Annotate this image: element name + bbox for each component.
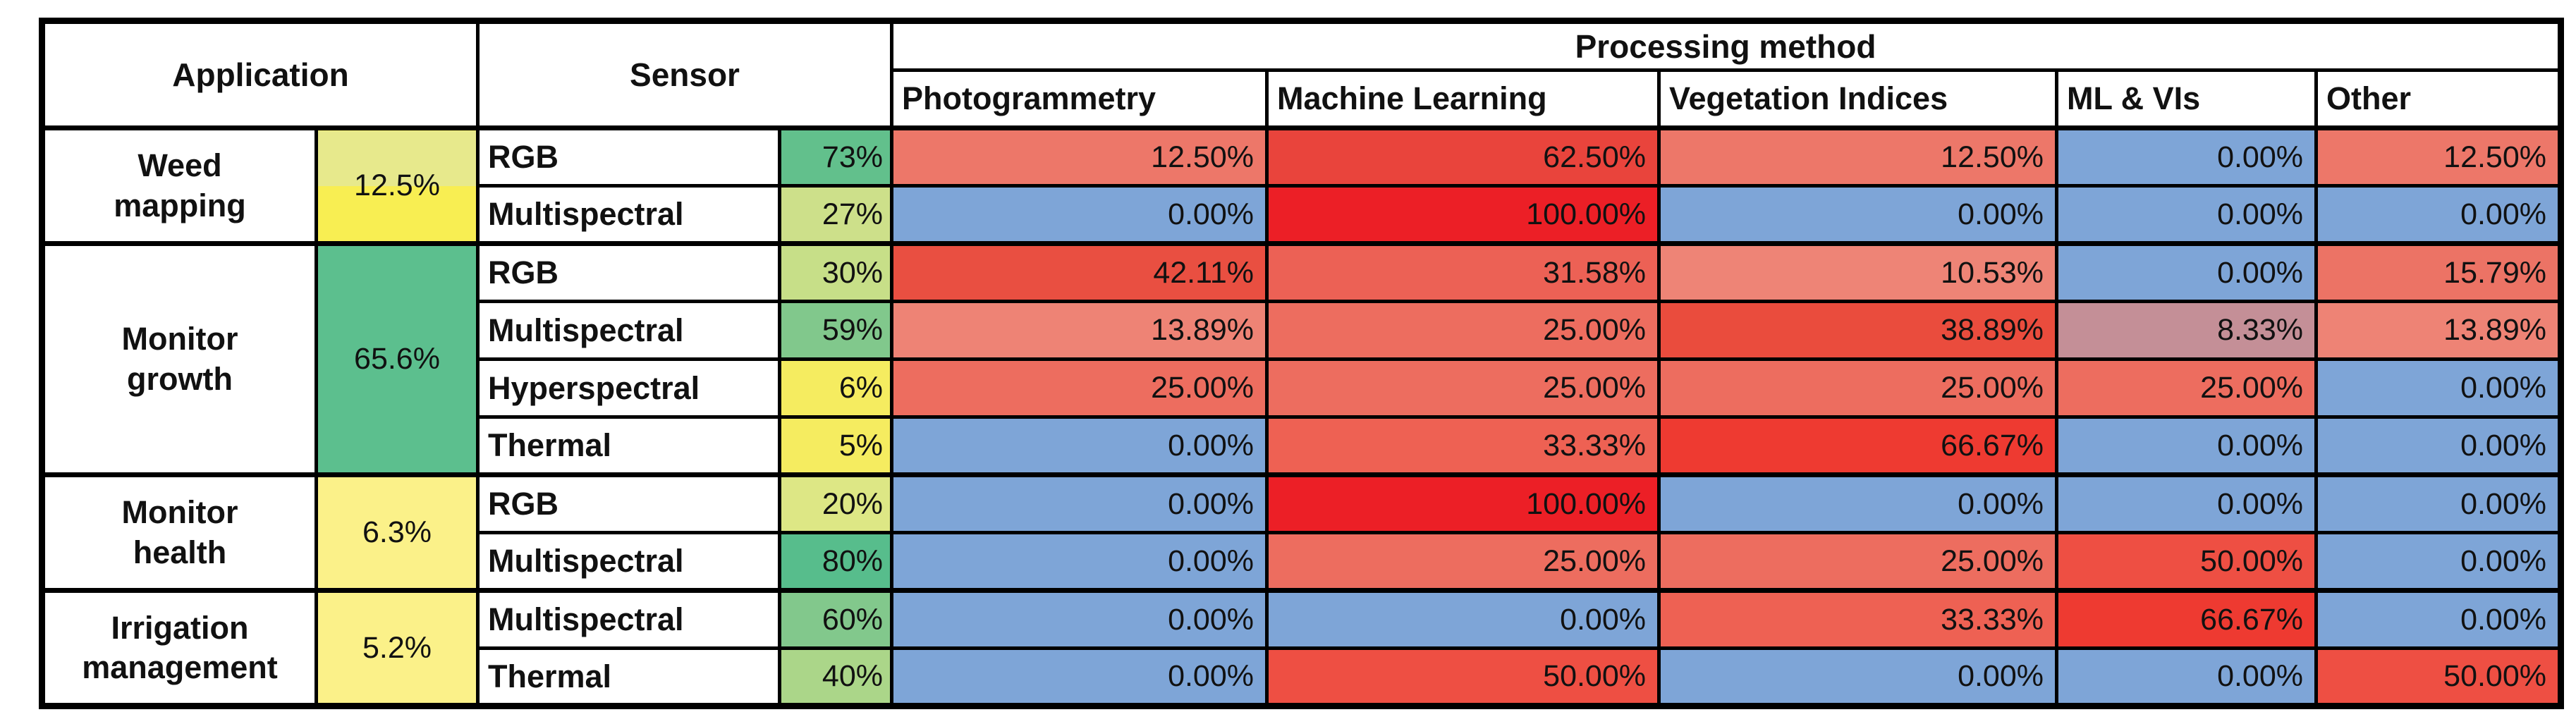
value-cell: 33.33% — [1265, 415, 1661, 477]
value-cell: 0.00% — [1265, 588, 1661, 650]
sensor-name-cell: Multispectral — [476, 531, 781, 592]
method-header-vegetation-indices: Vegetation Indices — [1657, 68, 2058, 130]
value-cell: 0.00% — [2314, 472, 2563, 534]
application-label: Monitor growth — [121, 321, 238, 397]
value-cell: 50.00% — [1265, 646, 1661, 708]
value-cell: 25.00% — [2055, 357, 2318, 419]
sensor-share-cell: 20% — [778, 472, 893, 534]
value-cell: 0.00% — [2314, 588, 2563, 650]
sensor-share-cell: 5% — [778, 415, 893, 477]
value-cell: 0.00% — [2055, 415, 2318, 477]
value-cell: 12.50% — [1657, 125, 2058, 188]
sensor-header: Sensor — [476, 19, 893, 130]
value-cell: 0.00% — [890, 415, 1269, 477]
value-cell: 0.00% — [2314, 357, 2563, 419]
value-cell: 15.79% — [2314, 241, 2563, 303]
sensor-name-cell: RGB — [476, 125, 781, 188]
value-cell: 66.67% — [1657, 415, 2058, 477]
value-cell: 33.33% — [1657, 588, 2058, 650]
value-cell: 0.00% — [2314, 184, 2563, 245]
value-cell: 0.00% — [1657, 646, 2058, 708]
value-cell: 25.00% — [1657, 357, 2058, 419]
value-cell: 12.50% — [2314, 125, 2563, 188]
value-cell: 0.00% — [890, 588, 1269, 650]
sensor-processing-heatmap-table: Application Sensor Processing method Pho… — [39, 18, 2564, 709]
value-cell: 50.00% — [2314, 646, 2563, 708]
value-cell: 0.00% — [2314, 531, 2563, 592]
sensor-name-cell: RGB — [476, 472, 781, 534]
value-cell: 31.58% — [1265, 241, 1661, 303]
value-cell: 0.00% — [890, 646, 1269, 708]
value-cell: 25.00% — [1265, 531, 1661, 592]
value-cell: 100.00% — [1265, 184, 1661, 245]
value-cell: 8.33% — [2055, 300, 2318, 361]
value-cell: 0.00% — [2055, 472, 2318, 534]
value-cell: 0.00% — [890, 472, 1269, 534]
value-cell: 0.00% — [2055, 125, 2318, 188]
method-header-machine-learning: Machine Learning — [1265, 68, 1661, 130]
sensor-share-cell: 27% — [778, 184, 893, 245]
method-header-photogrammetry: Photogrammetry — [890, 68, 1269, 130]
value-cell: 0.00% — [890, 531, 1269, 592]
value-cell: 0.00% — [1657, 472, 2058, 534]
value-cell: 0.00% — [1657, 184, 2058, 245]
sensor-share-cell: 59% — [778, 300, 893, 361]
value-cell: 13.89% — [890, 300, 1269, 361]
sensor-share-cell: 73% — [778, 125, 893, 188]
value-cell: 0.00% — [2055, 646, 2318, 708]
application-label: Monitor health — [121, 494, 238, 570]
application-share-cell: 5.2% — [315, 588, 480, 708]
application-label: Weed mapping — [114, 147, 246, 223]
sensor-share-cell: 6% — [778, 357, 893, 419]
value-cell: 0.00% — [2055, 184, 2318, 245]
application-cell-irrigation-management: Irrigation management — [40, 588, 318, 708]
method-header-ml-and-vis: ML & VIs — [2055, 68, 2318, 130]
value-cell: 13.89% — [2314, 300, 2563, 361]
value-cell: 100.00% — [1265, 472, 1661, 534]
value-cell: 38.89% — [1657, 300, 2058, 361]
value-cell: 10.53% — [1657, 241, 2058, 303]
value-cell: 42.11% — [890, 241, 1269, 303]
value-cell: 25.00% — [890, 357, 1269, 419]
sensor-name-cell: Multispectral — [476, 300, 781, 361]
sensor-name-cell: Hyperspectral — [476, 357, 781, 419]
application-cell-weed-mapping: Weed mapping — [40, 125, 318, 245]
application-share-cell: 65.6% — [315, 241, 480, 477]
sensor-share-cell: 30% — [778, 241, 893, 303]
value-cell: 25.00% — [1265, 357, 1661, 419]
application-share-cell: 6.3% — [315, 472, 480, 592]
value-cell: 12.50% — [890, 125, 1269, 188]
value-cell: 50.00% — [2055, 531, 2318, 592]
sensor-share-cell: 40% — [778, 646, 893, 708]
application-share-cell: 12.5% — [315, 125, 480, 245]
sensor-name-cell: Thermal — [476, 415, 781, 477]
application-label: Irrigation management — [82, 609, 278, 685]
application-cell-monitor-growth: Monitor growth — [40, 241, 318, 477]
value-cell: 0.00% — [2055, 241, 2318, 303]
sensor-share-cell: 80% — [778, 531, 893, 592]
application-header: Application — [40, 19, 480, 130]
sensor-share-cell: 60% — [778, 588, 893, 650]
sensor-name-cell: Multispectral — [476, 588, 781, 650]
method-header-other: Other — [2314, 68, 2563, 130]
sensor-name-cell: RGB — [476, 241, 781, 303]
value-cell: 25.00% — [1657, 531, 2058, 592]
value-cell: 25.00% — [1265, 300, 1661, 361]
value-cell: 62.50% — [1265, 125, 1661, 188]
sensor-name-cell: Thermal — [476, 646, 781, 708]
application-cell-monitor-health: Monitor health — [40, 472, 318, 592]
value-cell: 66.67% — [2055, 588, 2318, 650]
sensor-name-cell: Multispectral — [476, 184, 781, 245]
value-cell: 0.00% — [890, 184, 1269, 245]
value-cell: 0.00% — [2314, 415, 2563, 477]
processing-method-header: Processing method — [890, 19, 2563, 72]
